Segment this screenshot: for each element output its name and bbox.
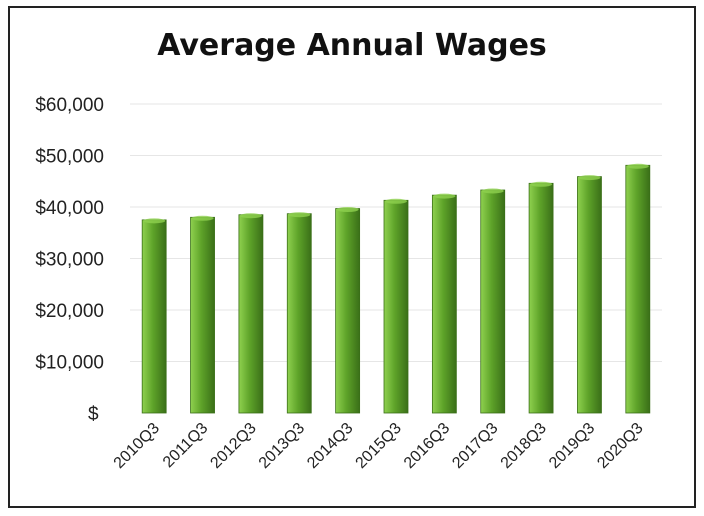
bar-cap bbox=[191, 215, 214, 221]
y-tick-label: $60,000 bbox=[35, 95, 104, 116]
bar-cap bbox=[530, 181, 553, 187]
bar bbox=[528, 182, 554, 414]
bar-cap bbox=[239, 213, 262, 219]
x-axis-ticks: 2010Q32011Q32012Q32013Q32014Q32015Q32016… bbox=[111, 420, 647, 472]
bars bbox=[141, 163, 651, 414]
y-tick-label: $20,000 bbox=[35, 301, 104, 322]
bar-cap bbox=[626, 163, 649, 169]
y-tick-label: $50,000 bbox=[35, 147, 104, 168]
bar bbox=[625, 164, 651, 414]
bar bbox=[190, 216, 215, 414]
chart-title: Average Annual Wages bbox=[157, 28, 547, 63]
x-tick-label: 2016Q3 bbox=[401, 420, 453, 472]
y-tick-label: $40,000 bbox=[35, 198, 104, 219]
x-tick-label: 2012Q3 bbox=[207, 420, 259, 472]
x-tick-label: 2019Q3 bbox=[546, 420, 598, 472]
y-axis-ticks: $ $10,000 $20,000 $30,000 $40,000 $50,000 $60,… bbox=[35, 95, 104, 425]
y-tick-label: $10,000 bbox=[35, 353, 104, 374]
bar bbox=[480, 189, 506, 414]
x-tick-label: 2011Q3 bbox=[160, 420, 212, 472]
bar-cap bbox=[288, 212, 311, 218]
x-tick-label: 2018Q3 bbox=[498, 420, 550, 472]
bar-cap bbox=[143, 218, 166, 224]
bar-cap bbox=[433, 193, 456, 199]
y-tick-label: $30,000 bbox=[35, 250, 104, 271]
bar bbox=[431, 194, 457, 414]
x-tick-label: 2013Q3 bbox=[256, 420, 308, 472]
bar-cap bbox=[336, 207, 359, 213]
x-tick-label: 2014Q3 bbox=[304, 420, 356, 472]
x-tick-label: 2010Q3 bbox=[111, 420, 163, 472]
y-tick-label: $ bbox=[88, 404, 99, 425]
bar bbox=[286, 213, 312, 414]
bar bbox=[238, 214, 264, 414]
bar bbox=[383, 199, 409, 414]
bar bbox=[577, 176, 602, 414]
x-tick-label: 2020Q3 bbox=[594, 420, 646, 472]
bar bbox=[335, 208, 361, 414]
bar-cap bbox=[385, 198, 407, 204]
bar bbox=[141, 219, 167, 414]
x-tick-label: 2015Q3 bbox=[353, 420, 405, 472]
bar-cap bbox=[481, 188, 504, 194]
x-tick-label: 2017Q3 bbox=[449, 420, 501, 472]
bar-cap bbox=[578, 175, 601, 181]
